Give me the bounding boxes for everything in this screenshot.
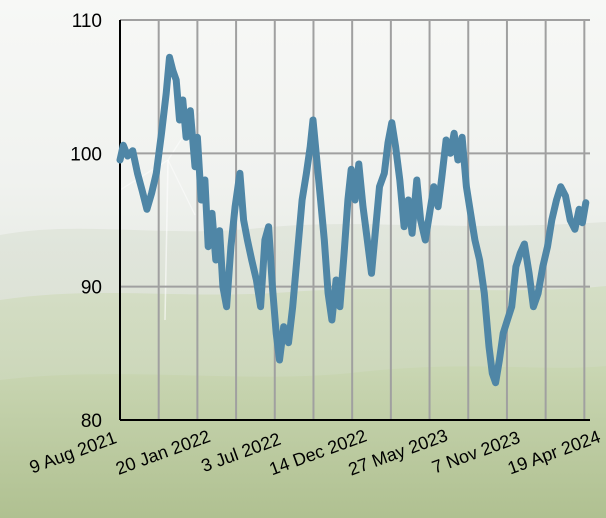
series-group [116,53,590,387]
grid-lines [119,19,590,421]
y-tick-label: 80 [81,411,102,432]
y-tick-label: 110 [72,11,102,32]
x-tick-label: 9 Aug 2021 [27,427,119,477]
y-tick-label: 100 [70,144,102,165]
x-tick-label: 20 Jan 2022 [113,426,213,479]
x-tick-label: 19 Apr 2024 [505,426,603,478]
y-tick-label: 90 [81,278,102,299]
axes [119,20,590,421]
y-tick-labels: 80 90 100 110 [70,11,102,432]
series-line [116,53,590,387]
